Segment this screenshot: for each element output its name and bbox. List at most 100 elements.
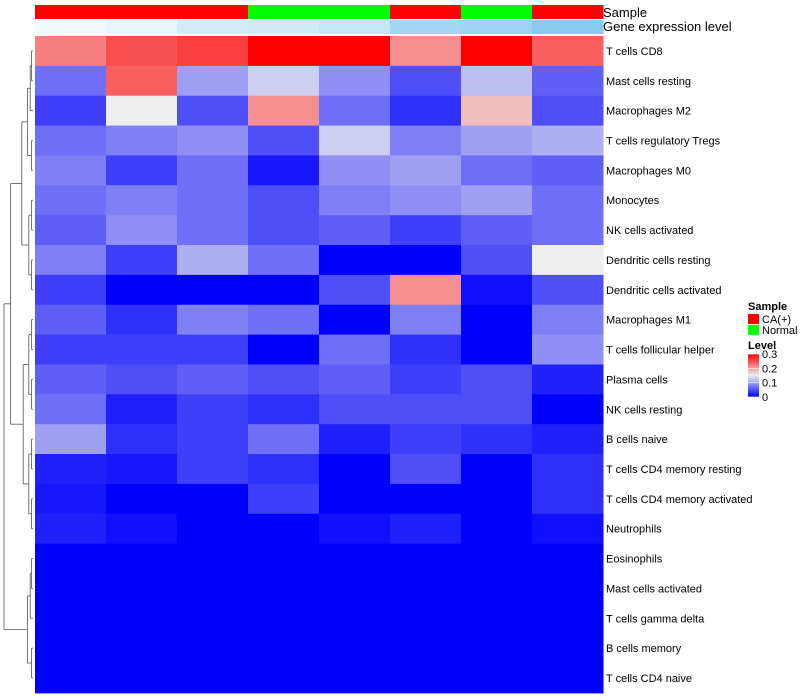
heatmap-cell <box>177 573 249 604</box>
heatmap-cell <box>177 663 249 694</box>
heatmap-cell <box>106 155 178 186</box>
heatmap-cell <box>532 424 604 455</box>
heatmap-cell <box>532 573 604 604</box>
heatmap-cell <box>461 663 533 694</box>
heatmap-cell <box>390 603 462 634</box>
legend-swatch <box>748 314 759 324</box>
heatmap-cell <box>248 65 320 97</box>
row-label: Monocytes <box>606 195 660 207</box>
heatmap-cell <box>319 483 391 515</box>
row-label: B cells memory <box>606 643 682 655</box>
heatmap-cell <box>532 663 604 694</box>
heatmap-cell <box>177 334 249 365</box>
heatmap-cell <box>461 543 533 574</box>
heatmap-cell <box>35 185 107 216</box>
heatmap-cell <box>35 424 107 455</box>
heatmap-cell <box>177 513 249 545</box>
heatmap-cell <box>461 603 533 634</box>
sample-annotation-cell <box>35 5 107 19</box>
heatmap-cell <box>532 185 604 216</box>
heatmap-cell <box>35 215 107 246</box>
heatmap-cell <box>319 95 391 127</box>
heatmap-cell <box>177 364 249 395</box>
heatmap-cell <box>35 65 107 97</box>
heatmap-cell <box>248 513 320 545</box>
heatmap-cell <box>248 155 320 186</box>
legend-label: Normal <box>762 325 797 337</box>
heatmap-cell <box>106 245 178 276</box>
heatmap-cell <box>248 364 320 395</box>
level-colorbar <box>748 354 759 397</box>
row-dendrogram <box>3 50 33 679</box>
heatmap-cell <box>248 394 320 425</box>
heatmap-cell <box>106 454 178 485</box>
heatmap-cell <box>532 454 604 485</box>
heatmap-cell <box>461 65 533 97</box>
heatmap-cell <box>390 155 462 186</box>
heatmap-cell <box>319 424 391 455</box>
heatmap-cell <box>106 95 178 127</box>
heatmap-cell <box>177 454 249 485</box>
row-label: Macrophages M1 <box>606 315 691 327</box>
row-label: NK cells resting <box>606 404 682 416</box>
heatmap-cell <box>319 633 391 664</box>
legend-label: CA(+) <box>762 314 791 326</box>
row-label: T cells follicular helper <box>606 345 715 357</box>
heatmap-cell <box>177 95 249 127</box>
heatmap-cell <box>319 274 391 306</box>
legend-tick-label: 0.1 <box>762 378 777 390</box>
row-labels: T cells CD8 Mast cells resting Macrophages… <box>606 46 753 685</box>
heatmap-cell <box>106 304 178 336</box>
heatmap-cell <box>35 274 107 306</box>
heatmap-cell <box>390 543 462 574</box>
heatmap-cell <box>35 603 107 634</box>
heatmap-cell <box>390 334 462 365</box>
heatmap-cell <box>390 185 462 216</box>
row-label: Mast cells activated <box>606 583 702 595</box>
heatmap-cell <box>177 36 249 67</box>
heatmap-cell <box>35 155 107 186</box>
heatmap-cell <box>319 334 391 365</box>
heatmap-cell <box>248 125 320 156</box>
heatmap-cell <box>390 215 462 246</box>
legend-sample-items: CA(+)Normal <box>748 314 797 337</box>
expression-annotation-bar <box>35 20 604 34</box>
heatmap-cell <box>532 274 604 306</box>
heatmap-cell <box>248 483 320 515</box>
expression-annotation-cell <box>390 20 462 34</box>
heatmap-cell <box>461 633 533 664</box>
row-label: T cells CD4 naive <box>606 673 692 685</box>
heatmap-cell <box>106 36 178 67</box>
heatmap-cell <box>390 364 462 395</box>
heatmap-cell <box>319 215 391 246</box>
heatmap-cell <box>319 454 391 485</box>
heatmap-cell <box>319 155 391 186</box>
heatmap-cell <box>106 274 178 306</box>
heatmap-cell <box>390 573 462 604</box>
heatmap-cell <box>106 364 178 395</box>
heatmap-cell <box>248 334 320 365</box>
heatmap-cell <box>461 155 533 186</box>
legend-sample-title: Sample <box>748 301 787 313</box>
heatmap-cell <box>461 304 533 336</box>
heatmap-cell <box>319 185 391 216</box>
sample-annotation-cell <box>177 5 249 19</box>
heatmap-cell <box>106 65 178 97</box>
legend-tick-label: 0.3 <box>762 349 777 361</box>
legend-level-title: Level <box>748 340 776 352</box>
heatmap-cell <box>106 394 178 425</box>
heatmap-cell <box>106 663 178 694</box>
row-label: T cells CD4 memory resting <box>606 464 742 476</box>
sample-annotation-title: Sample <box>603 5 647 20</box>
heatmap-cell <box>461 424 533 455</box>
row-label: Mast cells resting <box>606 76 691 88</box>
heatmap-cell <box>106 603 178 634</box>
heatmap-cell <box>177 633 249 664</box>
heatmap-cell <box>248 245 320 276</box>
heatmap-cell <box>35 125 107 156</box>
row-label: Neutrophils <box>606 524 662 536</box>
heatmap-cell <box>532 334 604 365</box>
heatmap-cell <box>177 65 249 97</box>
heatmap-cell <box>248 603 320 634</box>
expression-annotation-cell <box>106 20 178 34</box>
